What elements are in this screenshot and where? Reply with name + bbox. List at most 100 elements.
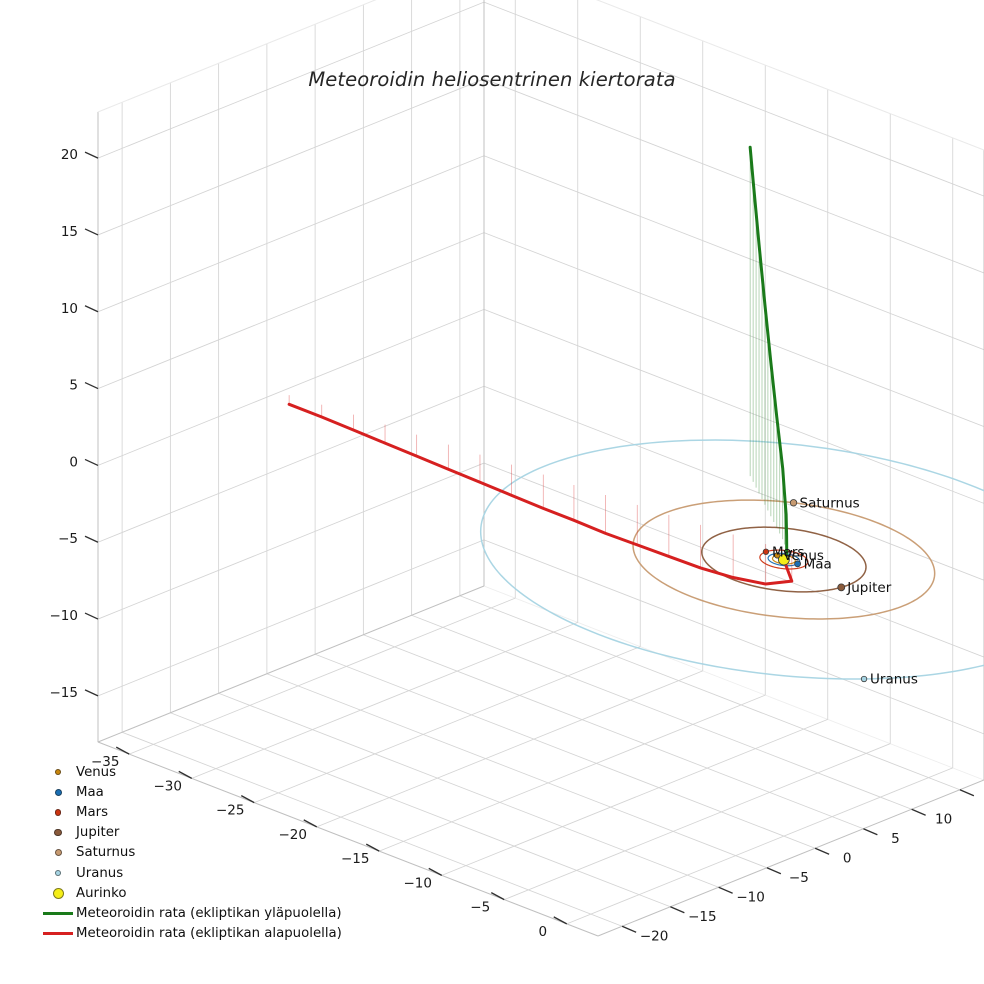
legend-item[interactable]: Saturnus: [40, 843, 370, 863]
grid-leftwall-z: [97, 232, 485, 389]
legend-item[interactable]: Jupiter: [40, 823, 370, 843]
legend-dot-icon: [54, 849, 62, 857]
marker-mars[interactable]: [762, 548, 770, 555]
legend-item[interactable]: Meteoroidin rata (ekliptikan alapuolella…: [40, 924, 370, 944]
tick-label-y: 0: [843, 850, 852, 866]
tick-label-z: −5: [58, 531, 78, 547]
legend-item-label: Saturnus: [76, 845, 136, 861]
tick-z: [84, 535, 99, 543]
grid-leftwall-z: [97, 155, 485, 313]
grid-backwall-z: [483, 539, 984, 735]
grid-backwall-z: [483, 1, 984, 197]
grid-floor-x: [316, 670, 703, 828]
tick-label-x: −20: [279, 827, 308, 843]
legend-dot-icon: [54, 768, 62, 776]
grid-backwall-z: [483, 462, 984, 658]
spine-x-front: [97, 741, 599, 937]
legend-dot-icon: [54, 788, 62, 796]
grid-backwall-z: [483, 385, 984, 581]
tick-x: [178, 770, 193, 779]
grid-leftwall-z: [97, 385, 485, 543]
legend-item[interactable]: Uranus: [40, 863, 370, 883]
legend-marker-swatch: [40, 828, 76, 837]
orbit-maa: [767, 552, 801, 567]
grid-floor-y: [411, 614, 912, 810]
grid-floor-x: [566, 767, 953, 925]
tick-label-x: −35: [91, 754, 120, 770]
trajectory-below_ecliptic: [287, 402, 794, 586]
legend-marker-swatch: [40, 849, 76, 857]
tick-y: [621, 925, 637, 933]
tick-x: [553, 916, 568, 925]
legend-line-icon: [43, 912, 73, 915]
tick-z: [84, 458, 99, 467]
legend-item[interactable]: Maa: [40, 782, 370, 802]
tick-label-z: 0: [69, 454, 78, 470]
grid-floor-x: [504, 743, 891, 901]
legend-item[interactable]: Mars: [40, 802, 370, 822]
legend-dot-icon: [54, 809, 62, 816]
spine-top-x: [596, 0, 984, 151]
legend-item-label: Jupiter: [76, 825, 120, 841]
marker-saturnus[interactable]: [789, 499, 798, 507]
axes-panes: [96, 0, 984, 937]
tick-z: [84, 151, 99, 159]
orbit-saturnus: [632, 499, 936, 620]
orbit-uranus: [479, 439, 984, 680]
label-venus: Venus: [783, 548, 824, 564]
legend-item-label: Mars: [76, 804, 109, 820]
grid-floor-x: [379, 694, 766, 852]
spine-floor-y: [97, 585, 485, 743]
grid-floor-x: [254, 646, 641, 804]
legend-item-label: Uranus: [76, 865, 124, 881]
legend-item[interactable]: Meteoroidin rata (ekliptikan yläpuolella…: [40, 903, 370, 923]
meteoroid-trajectory: [287, 145, 794, 586]
grid-leftwall-z: [97, 78, 485, 236]
tick-label-x: −10: [404, 875, 433, 891]
legend-item-label: Meteoroidin rata (ekliptikan yläpuolella…: [76, 905, 342, 921]
marker-uranus[interactable]: [860, 675, 868, 683]
legend-item-label: Venus: [76, 764, 117, 780]
tick-z: [84, 381, 99, 390]
axis-tick-labels: −35 −30 −25 −20 −15 −10 −5 0 −20 −15 −10 −5 0 5 10 15 −1…: [50, 147, 984, 944]
tick-label-z: −15: [50, 685, 79, 701]
tick-z: [84, 305, 99, 313]
legend-item-label: Meteoroidin rata (ekliptikan alapuolella…: [76, 926, 342, 942]
tick-y: [670, 906, 685, 914]
tick-label-y: −15: [688, 909, 717, 925]
page-title: Meteoroidin heliosentrinen kiertorata: [308, 68, 676, 91]
grid-floor-y: [121, 731, 623, 927]
planet-markers: [762, 499, 868, 683]
legend-item[interactable]: Aurinko: [40, 883, 370, 903]
label-jupiter: Jupiter: [846, 580, 891, 596]
tick-x: [240, 795, 255, 804]
tick-label-x: −30: [154, 778, 183, 794]
marker-jupiter[interactable]: [837, 583, 846, 592]
grid-floor-y: [314, 653, 816, 849]
tick-label-y: −5: [789, 870, 809, 886]
marker-venus[interactable]: [774, 552, 781, 559]
tick-y: [911, 808, 926, 816]
tick-x: [428, 867, 443, 876]
tick-z: [84, 228, 99, 236]
tick-y: [959, 789, 975, 797]
grid-backwall-z: [483, 232, 984, 427]
marker-aurinko[interactable]: [777, 553, 790, 566]
legend-marker-swatch: [40, 788, 76, 796]
legend-marker-swatch: [40, 887, 76, 899]
marker-maa[interactable]: [794, 560, 801, 568]
tick-z: [84, 689, 99, 697]
legend-item[interactable]: Venus: [40, 762, 370, 782]
tick-label-y: 5: [891, 831, 900, 847]
grid-backwall-z: [483, 78, 984, 274]
legend-line-swatch: [40, 912, 76, 915]
tick-label-x: −5: [470, 900, 490, 916]
tick-label-z: 10: [61, 301, 78, 317]
legend-marker-swatch: [40, 809, 76, 816]
grid-backwall-z: [483, 155, 984, 351]
grid-floor-y: [170, 712, 671, 908]
label-maa: Maa: [804, 556, 832, 572]
grid-backwall-z: [483, 309, 984, 504]
tick-label-y: −10: [736, 889, 765, 905]
legend-marker-swatch: [40, 768, 76, 776]
